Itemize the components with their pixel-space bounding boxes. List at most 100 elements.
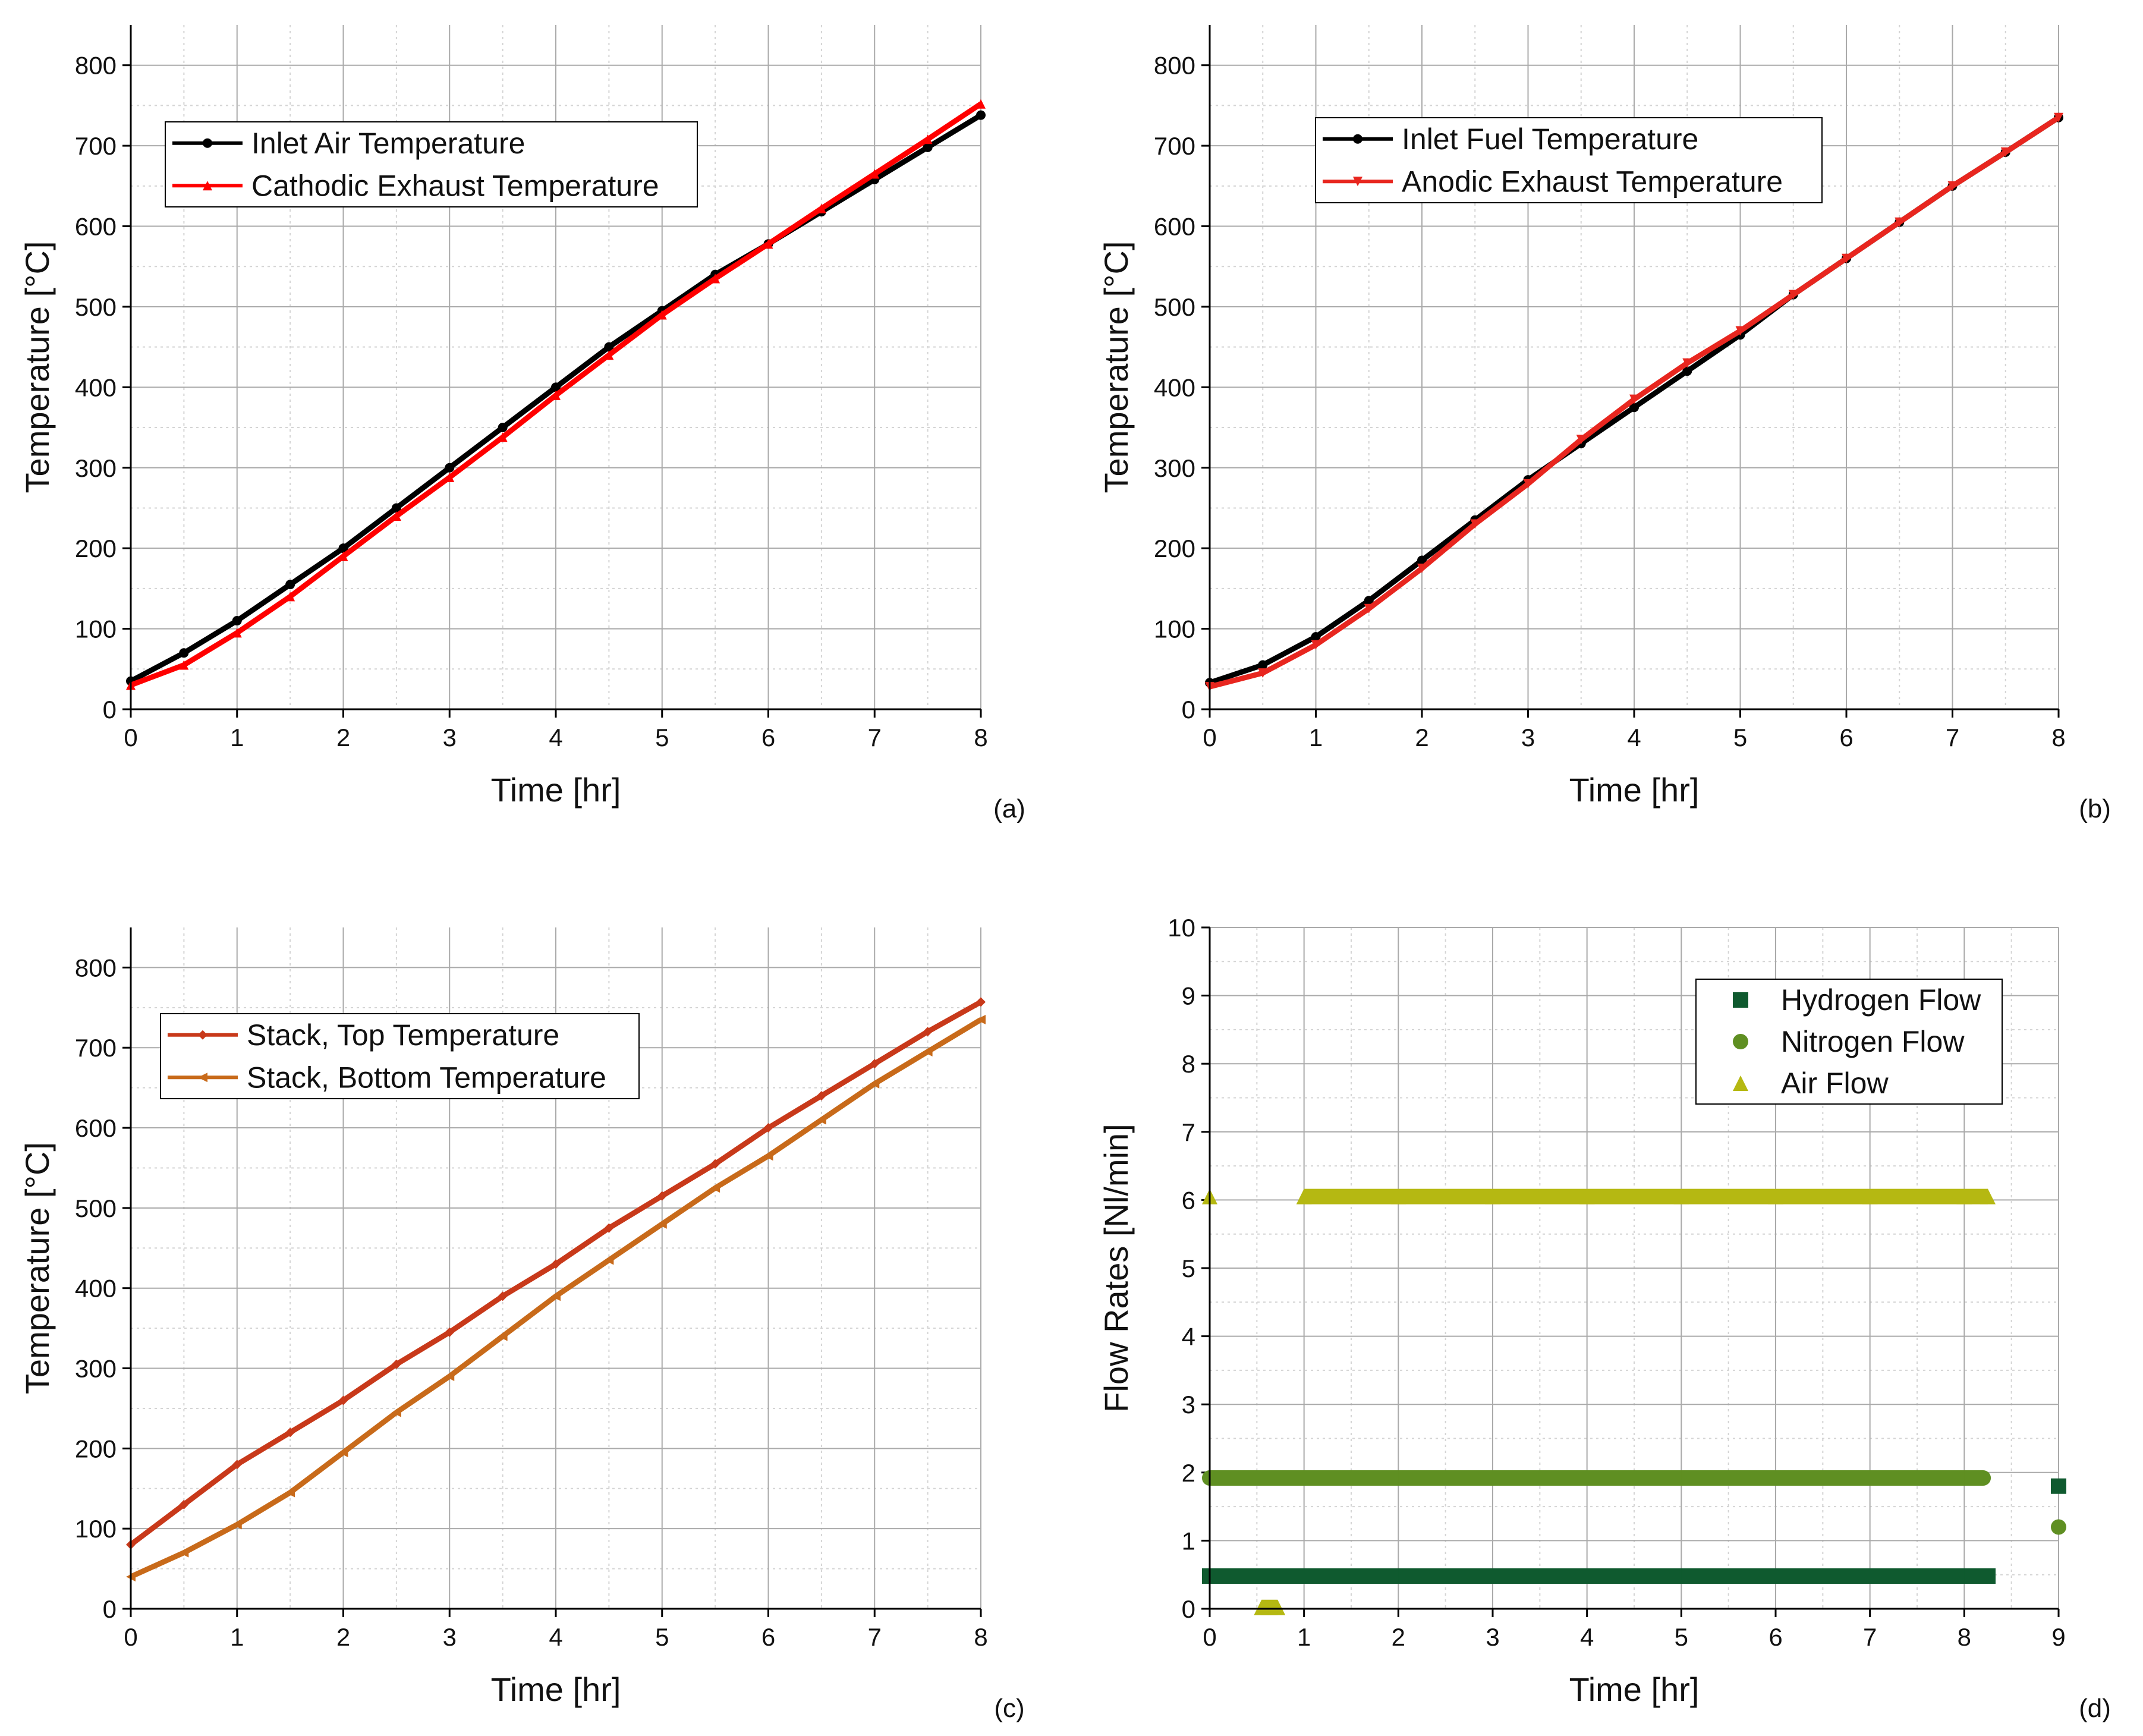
x-tick-label: 3 [1486, 1623, 1499, 1651]
y-tick-label: 800 [1154, 52, 1195, 80]
data-point [445, 1327, 455, 1337]
x-tick-label: 8 [1958, 1623, 1971, 1651]
data-point [232, 628, 242, 638]
x-tick-label: 2 [336, 724, 350, 751]
y-tick-label: 0 [103, 1595, 117, 1623]
data-point [1258, 668, 1268, 678]
x-tick-label: 9 [2051, 1623, 2065, 1651]
x-tick-label: 0 [124, 1623, 137, 1651]
data-point [923, 1027, 933, 1037]
legend-marker [1733, 1075, 1748, 1091]
x-tick-label: 4 [549, 1623, 562, 1651]
legend-label: Cathodic Exhaust Temperature [251, 169, 659, 202]
x-tick-label: 4 [1580, 1623, 1594, 1651]
data-point [285, 1487, 295, 1498]
data-point [179, 1499, 189, 1509]
data-point [923, 1046, 933, 1056]
chart-panel-d: 0 1 2 3 4 5 6 7 8 9 0 1 2 3 4 5 6 7 8 9 10 Time [hr] Flow Rate… [1097, 914, 2111, 1723]
data-point [1470, 519, 1480, 529]
legend-label: Stack, Bottom Temperature [247, 1061, 606, 1094]
data-point [551, 390, 561, 400]
x-tick-label: 4 [549, 724, 562, 751]
legend-box [1315, 117, 1823, 203]
data-point [551, 382, 561, 392]
data-point [232, 1520, 242, 1530]
x-tick-label: 7 [1863, 1623, 1877, 1651]
x-tick-label: 6 [761, 724, 775, 751]
data-point [1258, 660, 1268, 670]
y-tick-label: 600 [75, 213, 117, 241]
y-tick-label: 5 [1182, 1254, 1195, 1282]
data-point [1682, 358, 1692, 368]
x-tick-label: 4 [1627, 724, 1641, 751]
x-axis-title: Time [hr] [1569, 771, 1700, 809]
data-point [391, 511, 401, 521]
x-tick-label: 7 [1946, 724, 1959, 751]
legend: Inlet Air Temperature Cathodic Exhaust Te… [165, 121, 698, 207]
legend-label: Air Flow [1781, 1067, 1889, 1100]
data-point [285, 592, 295, 602]
data-point [551, 1259, 561, 1269]
x-tick-label: 6 [1768, 1623, 1782, 1651]
x-tick-label: 6 [1839, 724, 1853, 751]
data-point [870, 169, 880, 179]
data-point [179, 1548, 189, 1558]
data-point [391, 503, 401, 513]
data-point [1682, 366, 1692, 376]
y-tick-label: 300 [75, 454, 117, 482]
y-tick-label: 8 [1182, 1050, 1195, 1078]
series-anodic-exhaust-temperature [1205, 112, 2063, 692]
y-tick-label: 400 [1154, 373, 1195, 401]
y-tick-label: 300 [1154, 454, 1195, 482]
y-tick-label: 9 [1182, 982, 1195, 1010]
x-tick-label: 2 [1415, 724, 1428, 751]
data-point [1947, 181, 1958, 191]
x-tick-label: 3 [443, 724, 457, 751]
legend-marker [198, 1073, 207, 1083]
data-point [976, 997, 986, 1007]
data-point [445, 463, 455, 473]
legend: Inlet Fuel Temperature Anodic Exhaust Tem… [1315, 117, 1823, 203]
data-point [816, 203, 826, 213]
data-point [391, 1359, 401, 1369]
y-tick-label: 500 [75, 293, 117, 321]
legend-label: Nitrogen Flow [1781, 1025, 1965, 1058]
y-tick-label: 500 [75, 1194, 117, 1222]
y-tick-label: 600 [75, 1114, 117, 1142]
y-axis-title: Temperature [°C] [18, 241, 56, 493]
y-tick-label: 400 [75, 1275, 117, 1303]
legend-label: Stack, Top Temperature [247, 1018, 559, 1052]
y-tick-label: 10 [1168, 914, 1195, 942]
x-tick-label: 2 [1392, 1623, 1405, 1651]
data-point [604, 342, 614, 352]
y-tick-label: 1 [1182, 1527, 1195, 1555]
panel-label: (d) [2079, 1694, 2111, 1723]
legend-label: Anodic Exhaust Temperature [1402, 165, 1783, 198]
data-point [1788, 290, 1798, 300]
data-point [1311, 640, 1321, 650]
data-point [1629, 402, 1639, 413]
y-tick-label: 2 [1182, 1459, 1195, 1487]
y-tick-label: 500 [1154, 293, 1195, 321]
data-point [1364, 596, 1374, 606]
legend-marker [203, 181, 212, 191]
y-tick-label: 700 [75, 132, 117, 160]
x-tick-label: 1 [230, 1623, 244, 1651]
data-point [657, 310, 667, 320]
y-tick-label: 0 [103, 696, 117, 724]
legend-marker [1353, 177, 1362, 187]
data-point [338, 543, 348, 553]
x-tick-label: 3 [443, 1623, 457, 1651]
y-tick-label: 600 [1154, 213, 1195, 241]
y-tick-label: 800 [75, 954, 117, 982]
x-tick-label: 0 [1203, 724, 1216, 751]
y-axis-title: Flow Rates [Nl/min] [1097, 1124, 1135, 1412]
series-stack-top-temperature [126, 997, 986, 1550]
x-tick-label: 7 [868, 724, 882, 751]
data-point [2051, 1478, 2066, 1494]
series-air-flow [1202, 1188, 1996, 1615]
data-point [923, 134, 933, 144]
legend-marker [1733, 992, 1748, 1008]
legend-label: Inlet Fuel Temperature [1402, 122, 1698, 156]
